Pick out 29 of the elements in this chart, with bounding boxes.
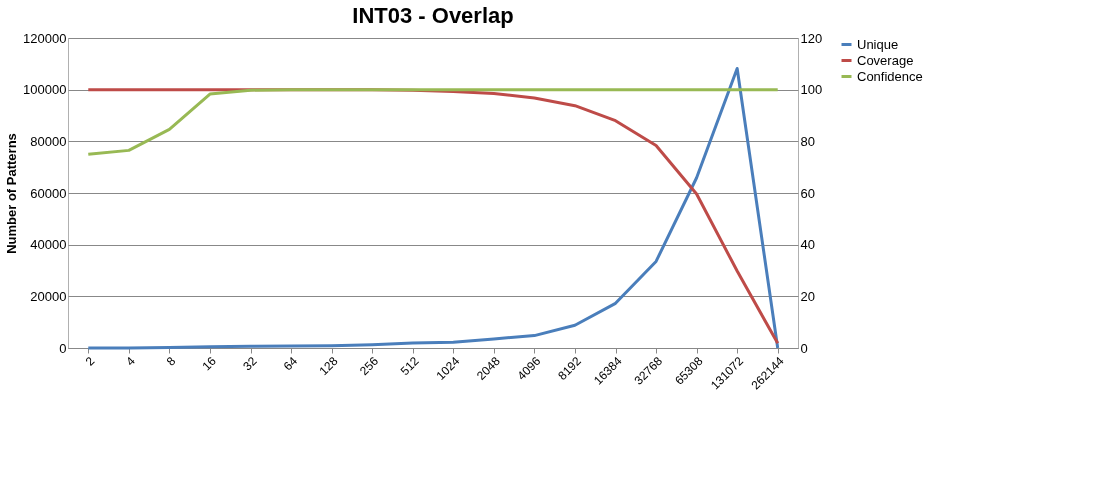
y-tick-label: 80000 — [30, 133, 67, 149]
x-tick-label: 512 — [397, 353, 422, 379]
x-tick-label: 2 — [82, 353, 98, 369]
legend-label: Coverage — [857, 52, 914, 68]
x-tick-label: 128 — [316, 353, 341, 379]
x-tick-label: 64 — [280, 353, 301, 374]
x-tick-label: 8 — [163, 353, 179, 369]
x-tick-label: 256 — [357, 353, 382, 379]
y-tick-label: 0 — [59, 340, 67, 356]
line-series — [86, 88, 780, 156]
y2-tick-label: 20 — [800, 288, 815, 304]
y-tick-label: 40000 — [30, 237, 67, 253]
y-tick-label: 120000 — [23, 30, 67, 46]
legend-label: Confidence — [857, 68, 923, 84]
y2-tick-label: 40 — [800, 237, 815, 253]
y2-tick-label: 120 — [800, 30, 823, 46]
legend-label: Unique — [857, 36, 899, 52]
y2-tick-label: 80 — [800, 133, 815, 149]
y-tick-label: 60000 — [30, 185, 67, 201]
y2-tick-label: 60 — [800, 185, 815, 201]
y-tick-label: 100000 — [23, 82, 67, 98]
x-tick-label: 4 — [123, 353, 139, 369]
x-tick-label: 32 — [240, 353, 260, 374]
y-tick-label: 20000 — [30, 288, 67, 304]
y2-tick-label: 100 — [800, 82, 823, 98]
y-axis-title: Number of Patterns — [4, 133, 20, 254]
x-tick-label: 16 — [199, 353, 220, 374]
y2-tick-label: 0 — [800, 340, 808, 356]
chart-title: INT03 - Overlap — [352, 3, 514, 28]
